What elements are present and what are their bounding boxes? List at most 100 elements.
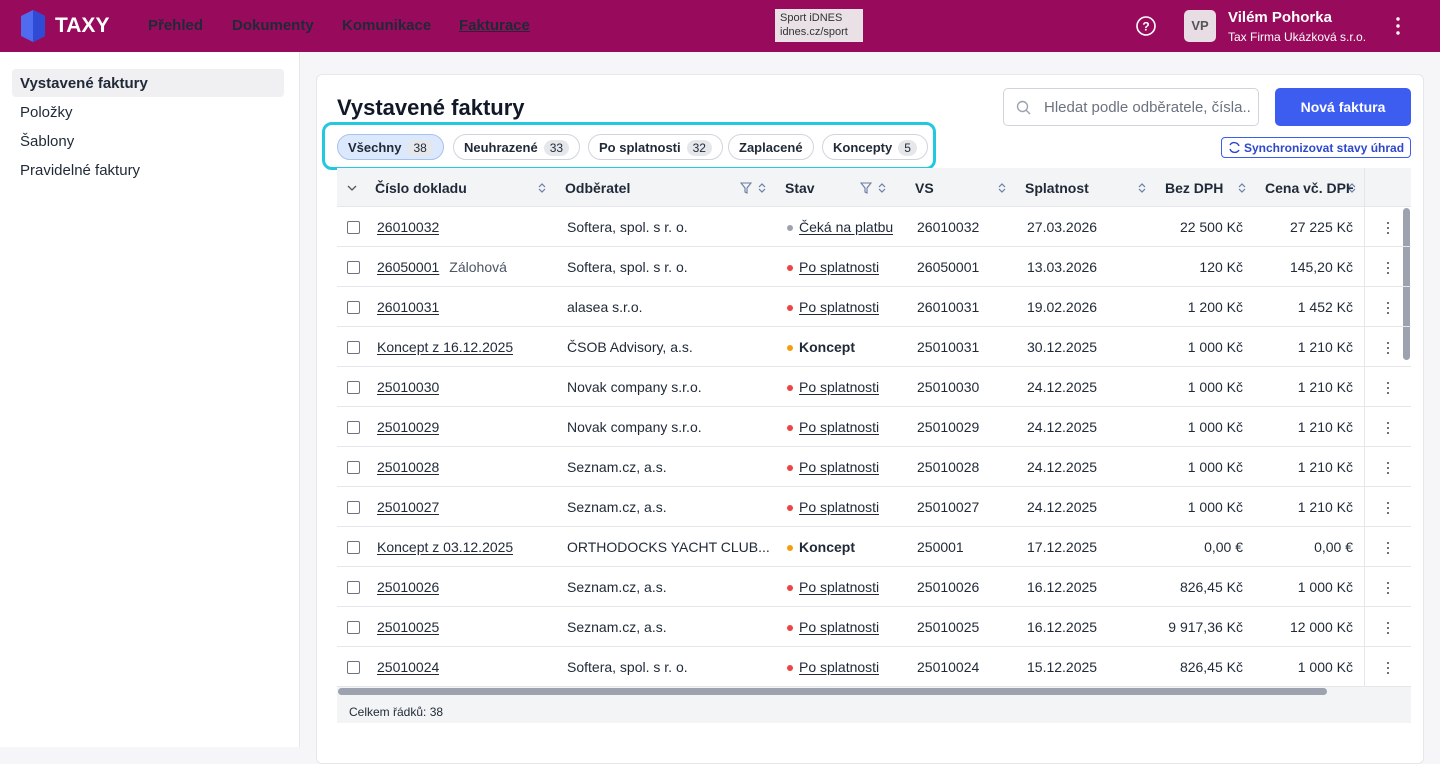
invoice-link[interactable]: 25010024: [377, 659, 440, 675]
row-checkbox[interactable]: [347, 621, 360, 634]
sort-icon[interactable]: [757, 182, 767, 194]
column-header[interactable]: Cena vč. DPH: [1265, 180, 1353, 196]
row-menu[interactable]: [1365, 407, 1411, 447]
nav-link[interactable]: Přehled: [148, 17, 204, 34]
status-link[interactable]: Po splatnosti: [799, 379, 880, 395]
invoice-link[interactable]: Koncept z 16.12.2025: [377, 339, 514, 355]
row-checkbox[interactable]: [347, 381, 360, 394]
status-link[interactable]: Čeká na platbu: [799, 219, 894, 235]
sort-icon[interactable]: [1237, 182, 1247, 194]
invoice-number[interactable]: Koncept z 03.12.2025: [377, 539, 513, 555]
sort-icon[interactable]: [877, 182, 887, 194]
table-row[interactable]: 26010032 Softera, spol. s r. o. Čeká na pl…: [337, 207, 1364, 247]
table-row[interactable]: 25010030 Novak company s.r.o. Po splatnost…: [337, 367, 1364, 407]
row-checkbox[interactable]: [347, 221, 360, 234]
status[interactable]: Čeká na platbu: [799, 219, 893, 235]
invoice-link[interactable]: 25010028: [377, 459, 440, 475]
row-menu[interactable]: [1365, 487, 1411, 527]
filter-icon[interactable]: [740, 182, 752, 194]
status-link[interactable]: Po splatnosti: [799, 299, 880, 315]
status-link[interactable]: Po splatnosti: [799, 259, 880, 275]
sort-icon[interactable]: [1137, 182, 1147, 194]
row-checkbox[interactable]: [347, 461, 360, 474]
row-menu[interactable]: [1365, 287, 1411, 327]
column-header[interactable]: Splatnost: [1025, 180, 1089, 196]
row-menu[interactable]: [1365, 247, 1411, 287]
invoice-link[interactable]: 25010026: [377, 579, 440, 595]
row-checkbox[interactable]: [347, 541, 360, 554]
row-checkbox[interactable]: [347, 661, 360, 674]
nav-link[interactable]: Fakturace: [459, 17, 530, 34]
column-header[interactable]: Číslo dokladu: [375, 180, 467, 196]
filter-chip[interactable]: Po splatnosti 32: [588, 134, 723, 160]
invoice-link[interactable]: 25010029: [377, 419, 440, 435]
new-invoice-button[interactable]: Nová faktura: [1275, 88, 1411, 126]
sort-icon[interactable]: [997, 182, 1007, 194]
invoice-number[interactable]: 25010027: [377, 499, 439, 515]
invoice-link[interactable]: 25010030: [377, 379, 440, 395]
table-row[interactable]: 25010027 Seznam.cz, a.s. Po splatnosti 2501…: [337, 487, 1364, 527]
row-menu[interactable]: [1365, 447, 1411, 487]
row-checkbox[interactable]: [347, 501, 360, 514]
invoice-number[interactable]: 26010032: [377, 219, 439, 235]
column-header[interactable]: VS: [915, 180, 934, 196]
filter-chip[interactable]: Zaplacené: [728, 134, 814, 160]
sort-icon[interactable]: [1347, 182, 1357, 194]
invoice-number[interactable]: 25010024: [377, 659, 439, 675]
sort-icon[interactable]: [537, 182, 547, 194]
row-menu[interactable]: [1365, 647, 1411, 687]
row-menu[interactable]: [1365, 367, 1411, 407]
menu-icon[interactable]: [1393, 16, 1403, 36]
row-menu[interactable]: [1365, 607, 1411, 647]
nav-link[interactable]: Komunikace: [342, 17, 432, 34]
ad[interactable]: Sport iDNES idnes.cz/sport: [775, 9, 863, 42]
column-header[interactable]: Stav: [785, 180, 815, 196]
status[interactable]: Po splatnosti: [799, 459, 879, 475]
column-header[interactable]: Bez DPH: [1165, 180, 1224, 196]
status[interactable]: Po splatnosti: [799, 659, 879, 675]
row-checkbox[interactable]: [347, 341, 360, 354]
status[interactable]: Po splatnosti: [799, 299, 879, 315]
nav-link[interactable]: Dokumenty: [232, 17, 314, 34]
status[interactable]: Po splatnosti: [799, 419, 879, 435]
status[interactable]: Koncept: [799, 539, 855, 555]
status-link[interactable]: Po splatnosti: [799, 499, 880, 515]
row-menu[interactable]: [1365, 527, 1411, 567]
invoice-link[interactable]: 25010025: [377, 619, 440, 635]
filter-chip[interactable]: Všechny 38: [337, 134, 444, 160]
invoice-number[interactable]: 25010029: [377, 419, 439, 435]
h-scrollbar[interactable]: [338, 688, 1327, 695]
table-row[interactable]: 25010025 Seznam.cz, a.s. Po splatnosti 2501…: [337, 607, 1364, 647]
sidebar-item[interactable]: Položky: [20, 104, 73, 121]
expand-icon[interactable]: [346, 182, 358, 194]
sync-button[interactable]: Synchronizovat stavy úhrad: [1221, 137, 1411, 158]
table-row[interactable]: 25010024 Softera, spol. s r. o. Po splatno…: [337, 647, 1364, 687]
invoice-link[interactable]: 25010027: [377, 499, 440, 515]
table-row[interactable]: Koncept z 16.12.2025 ČSOB Advisory, a.s. K…: [337, 327, 1364, 367]
invoice-link[interactable]: 26050001: [377, 259, 440, 275]
filter-chip[interactable]: Koncepty 5: [822, 134, 928, 160]
sidebar-item[interactable]: Pravidelné faktury: [20, 162, 141, 179]
row-menu[interactable]: [1365, 327, 1411, 367]
sidebar-item[interactable]: Vystavené faktury: [12, 69, 284, 97]
invoice-link[interactable]: 26010032: [377, 219, 440, 235]
status-link[interactable]: Po splatnosti: [799, 419, 880, 435]
filter-chip[interactable]: Neuhrazené 33: [453, 134, 581, 160]
table-row[interactable]: 25010028 Seznam.cz, a.s. Po splatnosti 2501…: [337, 447, 1364, 487]
row-checkbox[interactable]: [347, 581, 360, 594]
invoice-number[interactable]: 26050001 Zálohová: [377, 259, 507, 275]
column-header[interactable]: Odběratel: [565, 180, 631, 196]
avatar[interactable]: VP: [1184, 10, 1216, 42]
v-scrollbar[interactable]: [1403, 208, 1410, 360]
row-checkbox[interactable]: [347, 421, 360, 434]
table-row[interactable]: 26010031 alasea s.r.o. Po splatnosti 260100…: [337, 287, 1364, 327]
invoice-link[interactable]: Koncept z 03.12.2025: [377, 539, 514, 555]
row-checkbox[interactable]: [347, 261, 360, 274]
sidebar-item[interactable]: Šablony: [20, 133, 75, 150]
invoice-number[interactable]: 25010025: [377, 619, 439, 635]
table-row[interactable]: 25010029 Novak company s.r.o. Po splatnost…: [337, 407, 1364, 447]
table-row[interactable]: Koncept z 03.12.2025 ORTHODOCKS YACHT CLU…: [337, 527, 1364, 567]
invoice-number[interactable]: Koncept z 16.12.2025: [377, 339, 513, 355]
status[interactable]: Koncept: [799, 339, 855, 355]
invoice-number[interactable]: 25010028: [377, 459, 439, 475]
